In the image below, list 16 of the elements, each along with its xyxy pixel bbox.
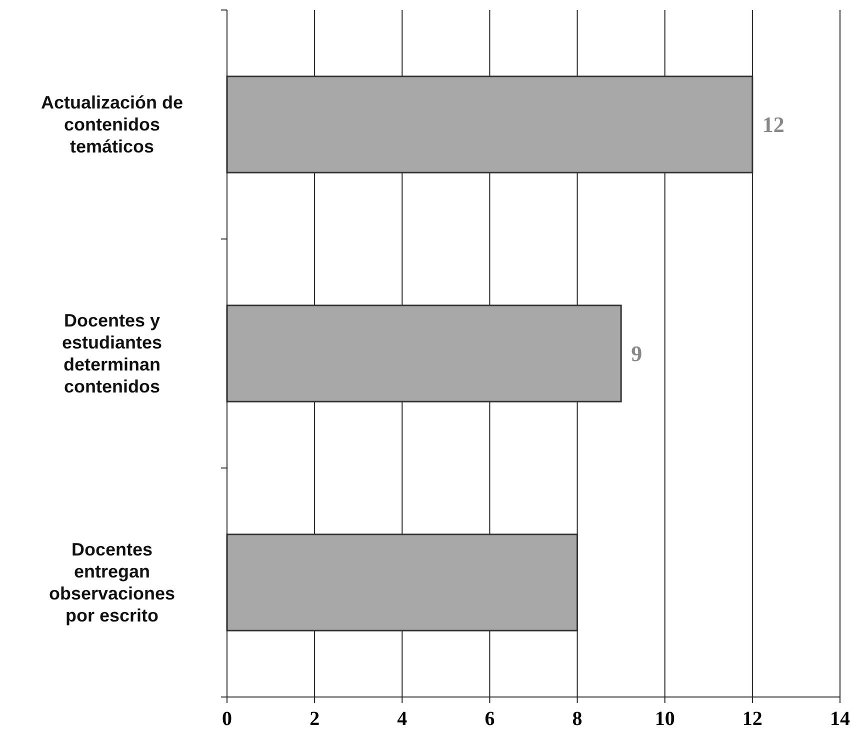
x-tick-label: 8 xyxy=(572,708,582,730)
x-tick-label: 10 xyxy=(654,708,675,730)
y-tick-label: Docentes y estudiantes determinan contenidos xyxy=(62,310,162,396)
y-tick-label: Docentes entregan observaciones por escrito xyxy=(48,540,176,626)
x-tick-label: 2 xyxy=(310,708,320,730)
data-label: 9 xyxy=(631,341,642,366)
x-tick-label: 4 xyxy=(397,708,408,730)
data-label: 12 xyxy=(762,112,784,137)
bar xyxy=(226,304,622,402)
y-tick-label: Actualización de contenidos temáticos xyxy=(40,92,184,156)
x-tick-label: 6 xyxy=(484,708,495,730)
x-tick-label: 12 xyxy=(742,708,762,730)
bar xyxy=(226,534,578,632)
x-tick-label: 0 xyxy=(222,708,232,730)
bar xyxy=(226,76,754,174)
x-tick-label: 14 xyxy=(830,708,850,730)
